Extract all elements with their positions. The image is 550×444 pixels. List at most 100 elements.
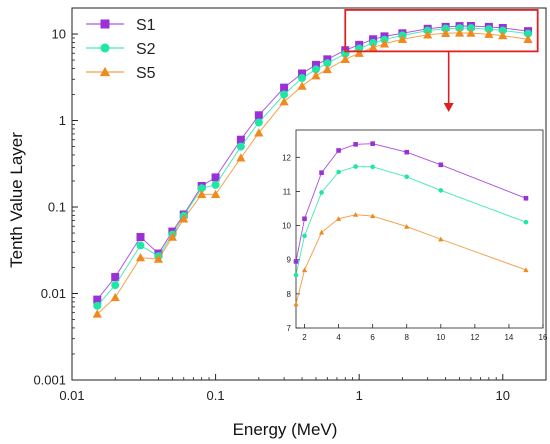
y-tick-label: 0.001 xyxy=(33,373,66,388)
data-point-S5 xyxy=(135,253,146,262)
inset-data-point-S5 xyxy=(404,223,410,229)
y-tick-label: 0.01 xyxy=(41,286,66,301)
data-point-S5 xyxy=(167,232,177,241)
data-point-S2 xyxy=(441,24,450,33)
series-S5 xyxy=(92,28,533,318)
main-plot-frame xyxy=(71,7,547,381)
y-tick-label: 10 xyxy=(52,27,66,42)
data-point-S5 xyxy=(340,54,350,64)
data-point-S1 xyxy=(136,233,145,242)
data-point-S5 xyxy=(423,30,433,39)
data-point-S2 xyxy=(311,65,320,74)
inset-data-point-S5 xyxy=(301,267,308,273)
data-point-S5 xyxy=(236,153,246,162)
y-tick-label: 1 xyxy=(59,113,66,128)
data-point-S1 xyxy=(236,135,245,144)
inset-x-tick-label: 12 xyxy=(470,333,479,342)
data-point-S5 xyxy=(311,71,321,80)
data-point-S5 xyxy=(454,28,465,37)
data-point-S5 xyxy=(322,64,332,74)
inset-y-tick-label: 7 xyxy=(287,324,292,333)
data-point-S5 xyxy=(397,34,408,43)
inset-data-point-S2 xyxy=(438,188,444,193)
data-point-S2 xyxy=(323,59,332,68)
x-tick-label: 1 xyxy=(356,388,363,403)
inset-data-point-S1 xyxy=(336,148,341,153)
data-point-S2 xyxy=(498,26,507,35)
x-axis-title: Energy (MeV) xyxy=(233,420,338,439)
inset-data-point-S5 xyxy=(370,213,376,219)
data-point-S2 xyxy=(111,281,120,290)
data-point-S1 xyxy=(111,273,120,282)
data-point-S5 xyxy=(466,28,476,37)
inset-series-S1 xyxy=(293,141,529,264)
data-point-S2 xyxy=(298,74,307,83)
x-tick-label: 0.01 xyxy=(59,388,84,403)
legend: S1 S2 S5 xyxy=(86,17,156,82)
data-point-S2 xyxy=(455,24,464,33)
data-point-S1 xyxy=(280,83,289,92)
data-point-S2 xyxy=(524,29,533,38)
inset-data-point-S2 xyxy=(523,219,529,225)
data-point-S5 xyxy=(92,309,102,318)
data-point-S5 xyxy=(210,189,221,199)
inset-data-point-S2 xyxy=(370,164,375,170)
zoom-arrow-head xyxy=(443,103,454,112)
data-point-S5 xyxy=(441,28,451,37)
y-axis-title: Tenth Value Layer xyxy=(7,132,26,268)
data-point-S5 xyxy=(297,81,307,90)
inset-data-point-S5 xyxy=(318,229,325,235)
inset-y-tick-label: 12 xyxy=(282,153,291,162)
legend-marker-S1 xyxy=(100,19,110,29)
inset-data-point-S2 xyxy=(319,190,324,195)
inset-data-point-S1 xyxy=(523,195,529,201)
data-point-S5 xyxy=(110,292,120,302)
inset-x-tick-label: 8 xyxy=(404,333,409,342)
inset-data-point-S2 xyxy=(302,233,307,239)
inset-data-point-S5 xyxy=(293,301,299,307)
inset-data-point-S1 xyxy=(319,170,324,175)
inset-data-point-S2 xyxy=(353,164,358,169)
inset-series-S2 xyxy=(293,164,529,278)
data-point-S2 xyxy=(236,142,245,151)
legend-marker-S5 xyxy=(99,66,111,77)
inset-x-tick-label: 2 xyxy=(302,333,307,342)
inset-plot: 2 4 6 8 10 12 14 16 7 8 9 10 11 12 xyxy=(282,129,548,342)
data-point-S5 xyxy=(368,42,378,52)
inset-data-point-S5 xyxy=(438,236,444,242)
data-point-S2 xyxy=(484,25,493,34)
inset-x-tick-label: 14 xyxy=(504,333,513,342)
x-tick-label: 0.1 xyxy=(207,388,225,403)
inset-data-point-S1 xyxy=(438,162,444,168)
data-point-S5 xyxy=(197,189,207,199)
legend-label-S1: S1 xyxy=(136,17,156,34)
inset-data-point-S1 xyxy=(370,141,375,146)
data-point-S2 xyxy=(254,118,263,127)
highlight-box xyxy=(344,9,539,53)
inset-data-point-S5 xyxy=(523,267,529,273)
inset-data-point-S1 xyxy=(293,259,299,264)
inset-data-point-S1 xyxy=(404,149,410,155)
inset-x-tick-label: 6 xyxy=(370,333,375,342)
data-point-S5 xyxy=(153,254,164,263)
data-point-S2 xyxy=(93,301,102,310)
data-point-S5 xyxy=(254,128,264,137)
data-point-S1 xyxy=(254,111,263,120)
data-point-S5 xyxy=(354,48,364,57)
data-point-S5 xyxy=(179,214,189,223)
inset-x-tick-label: 4 xyxy=(336,333,341,342)
data-point-S2 xyxy=(136,241,145,250)
data-point-S5 xyxy=(523,34,533,43)
data-point-S1 xyxy=(298,69,307,78)
data-point-S5 xyxy=(484,29,494,38)
inset-frame xyxy=(295,129,544,329)
inset-data-point-S5 xyxy=(335,216,342,221)
inset-data-point-S5 xyxy=(352,212,359,217)
inset-series-S5 xyxy=(293,212,529,307)
inset-data-point-S2 xyxy=(404,174,410,180)
data-point-S2 xyxy=(197,184,206,193)
inset-x-tick-label: 10 xyxy=(436,333,445,342)
y-tick-label: 0.1 xyxy=(48,200,66,215)
